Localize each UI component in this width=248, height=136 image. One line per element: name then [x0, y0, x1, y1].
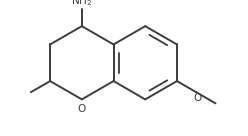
Text: O: O [193, 93, 201, 103]
Text: O: O [78, 104, 86, 114]
Text: NH$_2$: NH$_2$ [71, 0, 93, 8]
